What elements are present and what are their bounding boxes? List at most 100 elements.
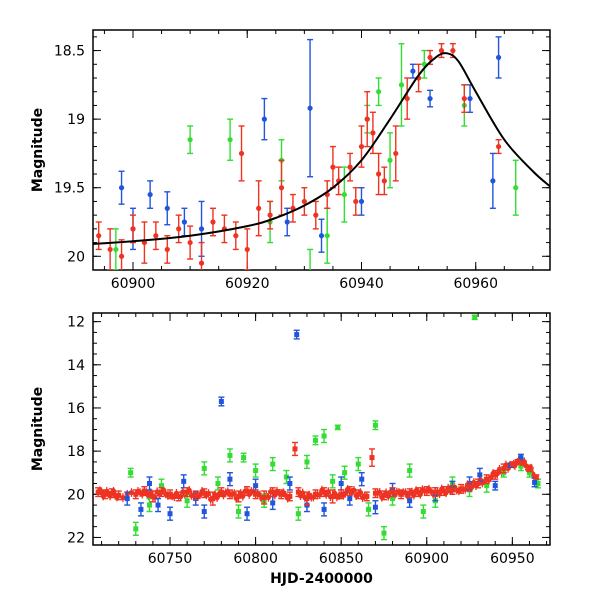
top-red-point — [164, 246, 170, 253]
top-red-point — [347, 164, 353, 170]
bottom-red-band-point — [128, 489, 135, 496]
bottom-green-point — [313, 437, 319, 443]
top-green-point — [398, 82, 405, 88]
bottom-green-point — [355, 461, 361, 467]
top-green-point — [187, 137, 193, 143]
top-red-point — [461, 95, 467, 102]
top-blue-point — [164, 205, 170, 211]
bottom-red-point — [321, 489, 327, 495]
top-red-point — [256, 205, 262, 211]
top-green-point — [513, 185, 519, 191]
bottom-red-point — [193, 492, 199, 498]
bottom-green-point — [518, 463, 524, 469]
bottom-green-point — [184, 498, 190, 504]
bottom-blue-point — [181, 478, 187, 484]
bottom-red-point — [381, 492, 387, 498]
bottom-red-point — [369, 455, 375, 461]
top-green-point — [376, 89, 382, 95]
bottom-red-point — [133, 491, 139, 497]
bottom-green-point — [235, 509, 241, 515]
bottom-red-point — [313, 491, 319, 497]
top-red-point — [376, 171, 382, 177]
bottom-red-point — [415, 489, 421, 495]
bottom-red-point — [432, 489, 438, 495]
top-red-point — [278, 185, 285, 191]
bottom-blue-point — [244, 511, 250, 517]
bottom-data-area — [95, 314, 542, 541]
top-green-point — [387, 157, 393, 163]
bottom-red-point — [424, 488, 430, 494]
bottom-blue-point — [372, 504, 378, 510]
bottom-red-point — [109, 490, 115, 496]
top-green-point — [307, 274, 312, 279]
bottom-blue-point — [270, 500, 276, 506]
bottom-blue-point — [138, 506, 144, 512]
bottom-green-point — [128, 470, 134, 476]
bottom-red-point — [201, 490, 207, 496]
bottom-blue-point — [294, 332, 300, 338]
bottom-green-point — [295, 511, 301, 517]
top-red-point — [313, 212, 319, 218]
bottom-blue-point — [338, 480, 344, 486]
bottom-x-tick-label: 60850 — [319, 551, 364, 567]
top-red-point — [130, 226, 136, 232]
top-blue-point — [318, 233, 325, 239]
bottom-red-point — [304, 496, 310, 502]
bottom-red-point — [278, 491, 284, 497]
top-x-tick-label: 60900 — [111, 276, 156, 292]
bottom-red-point — [141, 488, 147, 494]
bottom-red-point — [253, 491, 259, 497]
bottom-red-point — [526, 465, 532, 471]
bottom-red-point — [210, 496, 216, 502]
bottom-red-point — [520, 460, 526, 466]
bottom-blue-point — [146, 480, 152, 486]
top-red-point — [107, 246, 113, 253]
bottom-blue-point — [321, 506, 327, 512]
bottom-green-point — [304, 459, 310, 465]
bottom-red-point — [533, 474, 539, 480]
bottom-x-tick-label: 60950 — [490, 551, 535, 567]
top-blue-point — [495, 54, 502, 61]
bottom-panel: 60750 60800 60850 60900 60950 12 14 16 18 20 22 Mag… — [30, 312, 551, 587]
bottom-red-point — [235, 493, 241, 499]
bottom-green-point — [484, 483, 490, 489]
bottom-green-point — [342, 470, 348, 476]
bottom-green-point — [390, 496, 396, 502]
bottom-green-point — [381, 530, 387, 536]
top-red-point — [404, 95, 410, 102]
bottom-blue-point — [124, 496, 130, 502]
top-green-point — [341, 191, 347, 198]
bottom-plot-frame — [92, 312, 551, 546]
bottom-red-point — [338, 491, 344, 497]
bottom-x-tick-label: 60750 — [148, 551, 193, 567]
top-red-point — [301, 198, 307, 205]
bottom-blue-point — [407, 498, 413, 504]
top-red-point — [381, 178, 387, 184]
bottom-red-point — [355, 491, 361, 497]
bottom-blue-point — [167, 511, 173, 517]
bottom-y-tick-label: 22 — [67, 530, 85, 546]
top-blue-point — [307, 105, 313, 111]
top-red-point — [153, 233, 159, 239]
top-red-point — [118, 253, 125, 259]
bottom-red-point — [467, 484, 473, 490]
bottom-red-point — [501, 465, 507, 471]
bottom-x-axis-label: HJD-2400000 — [270, 571, 373, 587]
top-green-point — [113, 246, 119, 253]
bottom-green-point — [133, 526, 139, 532]
bottom-red-point — [95, 489, 101, 495]
top-blue-point — [118, 185, 125, 191]
bottom-red-point — [347, 488, 353, 494]
bottom-red-point — [158, 489, 164, 495]
top-y-tick-label: 18.5 — [54, 44, 85, 60]
bottom-y-tick-label: 20 — [67, 487, 85, 503]
bottom-blue-point — [492, 483, 498, 489]
bottom-green-point — [330, 478, 336, 484]
bottom-red-band-point — [231, 490, 237, 497]
bottom-red-point — [441, 488, 447, 494]
bottom-blue-point — [347, 496, 353, 502]
top-blue-point — [198, 226, 205, 232]
bottom-red-point — [514, 459, 520, 465]
bottom-red-point — [330, 493, 336, 499]
bottom-y-tick-label: 18 — [67, 444, 85, 460]
